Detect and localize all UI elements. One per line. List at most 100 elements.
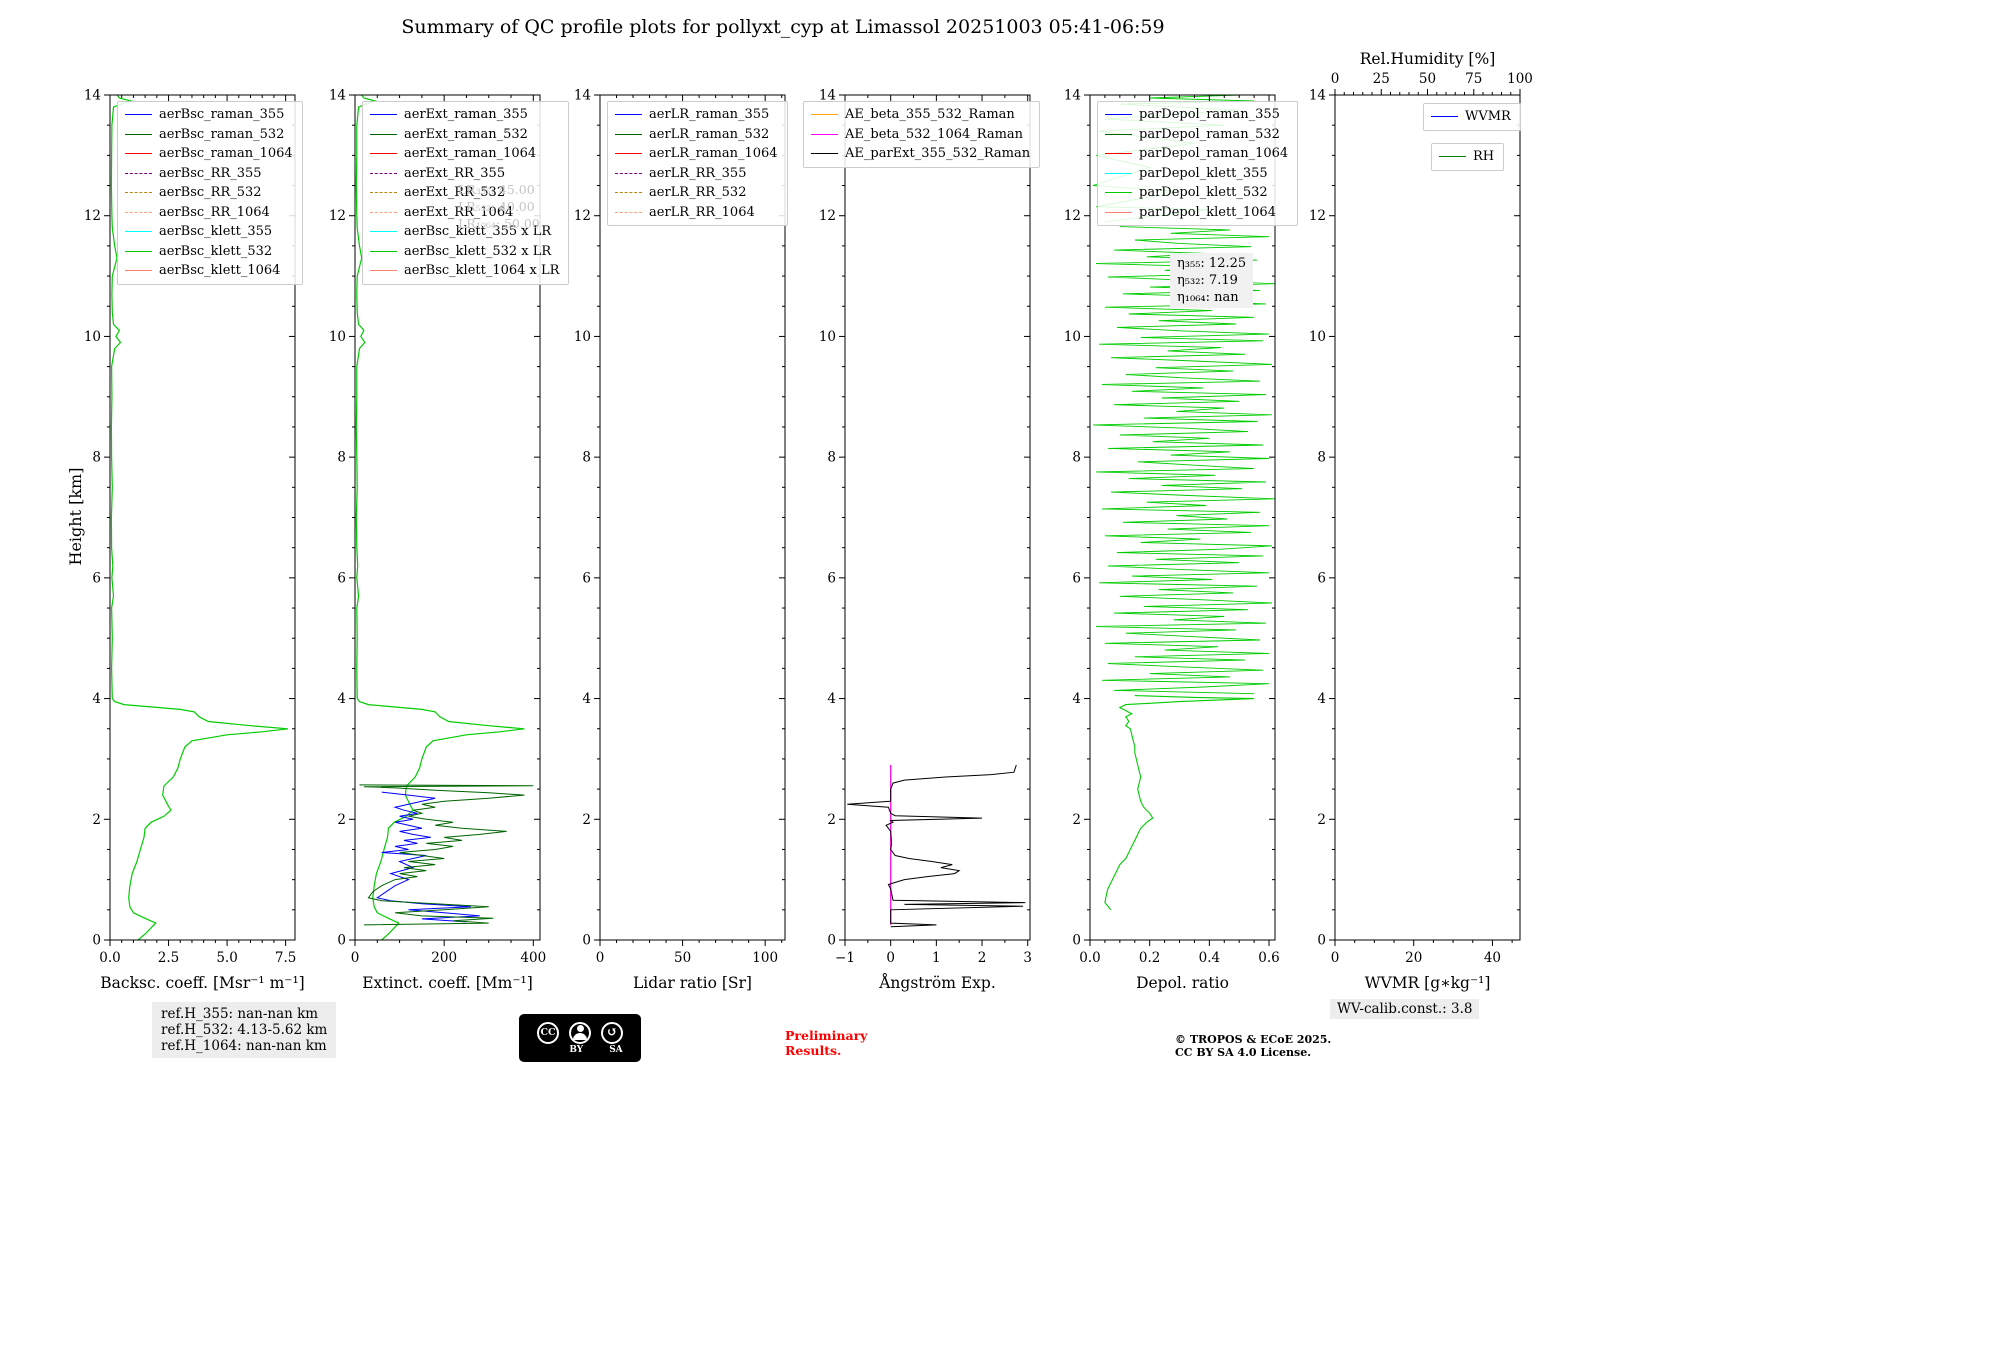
legend-label: parDepol_raman_532 [1139, 126, 1280, 142]
legend-line-sample [370, 133, 397, 135]
y-tick-label: 4 [827, 691, 836, 707]
y-tick-label: 6 [827, 570, 836, 586]
cc-by-label: BY [569, 1044, 584, 1055]
y-tick-label: 14 [1309, 88, 1326, 104]
ref-h-355-text: ref.H_355: nan-nan km [161, 1006, 319, 1022]
legend-entry-aerBsc_klett_1064: aerBsc_klett_1064 [125, 261, 293, 281]
ticks-group [1329, 89, 1521, 946]
annotation-line: η₅₃₂: 7.19 [1177, 273, 1238, 288]
legend-wvmr-2: RH [1431, 143, 1505, 171]
preliminary-line-1: Preliminary [785, 1028, 868, 1043]
legend-label: aerLR_raman_532 [649, 126, 770, 142]
legend-line-sample [1439, 156, 1466, 158]
legend-line-sample [370, 192, 397, 194]
top-axis-tick-label: 25 [1373, 71, 1390, 87]
legend-label: aerExt_raman_355 [404, 107, 528, 122]
x-tick-label: 7.5 [275, 950, 296, 966]
x-tick-label: 0.0 [99, 950, 120, 966]
legend-line-sample [811, 133, 838, 135]
annotation-line: LR₅₃₂: 40.00 [458, 199, 535, 214]
legend-label: aerLR_raman_1064 [649, 146, 778, 161]
y-tick-label: 14 [84, 88, 101, 104]
y-tick-label: 6 [337, 570, 346, 586]
legend-line-sample [1105, 153, 1132, 155]
legend-entry-aerExt_raman_532: aerExt_raman_532 [370, 125, 559, 145]
legend-entry-parDepol_raman_1064: parDepol_raman_1064 [1105, 144, 1288, 164]
y-tick-label: 8 [92, 450, 101, 466]
y-tick-label: 6 [582, 570, 591, 586]
legend-label: aerBsc_raman_355 [159, 107, 285, 122]
legend-lidar-ratio: aerLR_raman_355 aerLR_raman_532 aerLR_rama… [607, 101, 788, 226]
x-tick-label: 0 [1331, 950, 1340, 966]
wv-calib-note: WV-calib.const.: 3.8 [1330, 999, 1480, 1019]
legend-entry-aerBsc_RR_1064: aerBsc_RR_1064 [125, 203, 293, 223]
figure-title: Summary of QC profile plots for pollyxt_… [401, 16, 1165, 38]
ticks-group [104, 94, 295, 946]
y-tick-label: 10 [84, 329, 101, 345]
legend-line-sample [1105, 172, 1132, 174]
y-tick-label: 4 [1072, 691, 1081, 707]
legend-entry-parDepol_klett_532: parDepol_klett_532 [1105, 183, 1288, 203]
annotation-line: LR₃₅₅: 45.00 [458, 182, 535, 197]
y-tick-label: 10 [1064, 329, 1081, 345]
legend-line-sample [1105, 192, 1132, 194]
legend-line-sample [125, 250, 152, 252]
subplot-extinction: 0 2 4 6 8 10 12 14 0 200 400 Extinct. coeff. [Mm⁻¹] [329, 88, 546, 993]
reference-height-box: ref.H_355: nan-nan km ref.H_532: 4.13-5.… [152, 1002, 337, 1058]
y-tick-label: 8 [1317, 450, 1326, 466]
ticks-group [1084, 94, 1275, 946]
x-tick-label: 0 [596, 950, 605, 966]
x-tick-label: 100 [752, 950, 778, 966]
legend-entry-parDepol_klett_355: parDepol_klett_355 [1105, 164, 1288, 184]
cc-by-person-icon [569, 1021, 591, 1044]
legend-line-sample [370, 250, 397, 252]
x-tick-label: 0 [351, 950, 360, 966]
legend-line-sample [370, 114, 397, 116]
y-tick-label: 12 [84, 208, 101, 224]
copyright-line-2: CC BY SA 4.0 License. [1175, 1046, 1312, 1059]
y-tick-label: 4 [92, 691, 101, 707]
y-tick-label: 2 [1317, 812, 1326, 828]
y-tick-label: 0 [92, 933, 101, 949]
ticks-group [839, 94, 1030, 946]
y-tick-label: 0 [582, 933, 591, 949]
y-tick-label: 2 [1072, 812, 1081, 828]
legend-entry-aerExt_RR_1064: aerExt_RR_1064 [370, 203, 559, 223]
x-tick-label: 0.0 [1079, 950, 1100, 966]
annotation-line: η₁₀₆₄: nan [1177, 290, 1239, 305]
y-tick-label: 8 [582, 450, 591, 466]
y-tick-label: 6 [92, 570, 101, 586]
top-axis-tick-label: 100 [1507, 71, 1533, 87]
legend-label: aerBsc_klett_532 x LR [404, 243, 552, 259]
cc-icon-text: CC [540, 1027, 556, 1038]
subplot-wvmr: 0 2 4 6 8 10 12 14 0 20 40 WVMR [g∗kg⁻¹] 0 25 50 75 100 R… [1309, 50, 1533, 992]
x-tick-label: 5.0 [216, 950, 237, 966]
y-tick-label: 2 [827, 812, 836, 828]
legend-label: aerLR_RR_532 [649, 185, 747, 200]
legend-entry-aerExt_RR_355: aerExt_RR_355 [370, 164, 559, 184]
legend-label: parDepol_raman_355 [1139, 107, 1280, 122]
top-axis-label: Rel.Humidity [%] [1360, 50, 1496, 68]
legend-line-sample [125, 133, 152, 135]
y-tick-label: 14 [574, 88, 591, 104]
x-tick-label: 2.5 [158, 950, 179, 966]
cc-badge-icons: CC ↺ [537, 1021, 623, 1044]
legend-line-sample [615, 114, 642, 116]
legend-entry-aerLR_RR_532: aerLR_RR_532 [615, 183, 778, 203]
x-tick-label: 0.2 [1139, 950, 1160, 966]
y-tick-label: 0 [1072, 933, 1081, 949]
legend-entry-aerLR_raman_532: aerLR_raman_532 [615, 125, 778, 145]
x-axis-label: Lidar ratio [Sr] [633, 974, 752, 992]
legend-line-sample [1431, 116, 1458, 118]
legend-entry-WVMR: WVMR [1431, 107, 1511, 127]
legend-line-sample [1105, 114, 1132, 116]
legend-line-sample [125, 231, 152, 233]
legend-label: aerBsc_RR_1064 [159, 204, 270, 220]
legend-label: AE_beta_532_1064_Raman [845, 126, 1024, 142]
y-tick-label: 10 [329, 329, 346, 345]
legend-wvmr: WVMR [1423, 103, 1521, 131]
y-tick-label: 8 [337, 450, 346, 466]
x-tick-label: 0.6 [1258, 950, 1279, 966]
